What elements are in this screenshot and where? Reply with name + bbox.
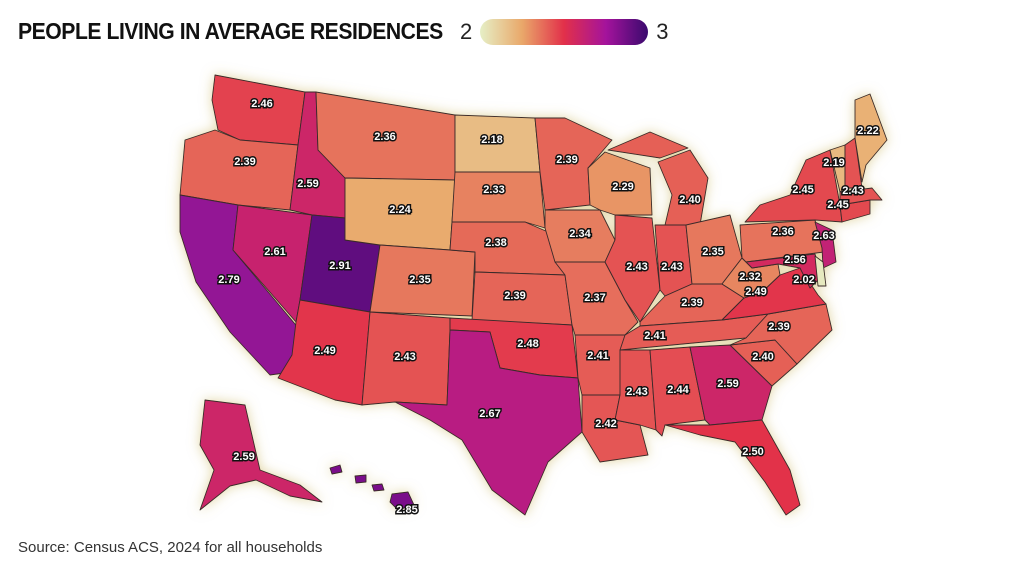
state-hi [329,464,343,475]
state-co [369,244,476,317]
state-value-label-az: 2.49 [314,345,335,357]
state-sd [451,171,546,229]
state-me [854,93,888,183]
state-value-label-ia: 2.34 [569,228,591,240]
state-value-label-ny: 2.45 [792,184,813,196]
state-value-label-al: 2.44 [667,384,689,396]
state-value-label-vt: 2.19 [823,157,844,169]
state-ma [839,187,883,206]
state-value-label-fl: 2.50 [742,446,763,458]
legend-gradient-bar [480,19,649,45]
state-value-label-ks: 2.39 [504,290,525,302]
state-value-label-de: 2.02 [793,274,814,286]
color-legend: 2 3 [460,19,669,45]
state-value-label-id: 2.59 [297,178,318,190]
state-value-label-mt: 2.36 [374,131,395,143]
state-tx [394,329,583,516]
state-value-label-nm: 2.43 [394,351,415,363]
state-mi [657,149,709,226]
state-value-label-oh: 2.35 [702,246,723,258]
state-value-label-hi: 2.85 [396,504,417,516]
state-value-label-wi: 2.29 [612,181,633,193]
map-title: PEOPLE LIVING IN AVERAGE RESIDENCES [18,18,443,44]
state-mi [607,131,689,159]
state-value-label-nv: 2.61 [264,246,285,258]
state-value-label-ga: 2.59 [717,378,738,390]
state-pa [739,219,825,263]
state-value-label-md: 2.56 [784,254,805,266]
state-value-label-ky: 2.39 [681,297,702,309]
state-value-label-ak: 2.59 [233,451,254,463]
state-value-label-ms: 2.43 [626,386,647,398]
state-value-label-mn: 2.39 [556,154,577,166]
state-value-label-ca: 2.79 [218,274,239,286]
state-ak [199,399,323,511]
state-nj [814,221,837,269]
state-value-label-sd: 2.33 [483,184,504,196]
state-ar [574,334,626,396]
state-nh [844,137,863,189]
state-value-label-wv: 2.32 [739,271,760,283]
state-value-label-nd: 2.18 [481,134,502,146]
state-value-label-sc: 2.40 [752,351,773,363]
state-value-label-nc: 2.39 [768,321,789,333]
state-value-label-ar: 2.41 [587,350,608,362]
legend-min-label: 2 [460,19,473,44]
state-value-label-mo: 2.37 [584,292,605,304]
source-note: Source: Census ACS, 2024 for all househo… [18,539,323,556]
state-hi [354,474,367,484]
state-value-label-ct: 2.45 [827,199,848,211]
state-value-label-nj: 2.63 [813,230,834,242]
state-value-label-mi: 2.40 [679,194,700,206]
state-hi [389,491,415,511]
legend-max-label: 3 [656,19,669,44]
state-value-label-ne: 2.38 [485,237,506,249]
state-value-label-ut: 2.91 [329,260,350,272]
state-value-label-va: 2.49 [745,286,766,298]
state-value-label-or: 2.39 [234,156,255,168]
state-value-label-ma: 2.43 [842,185,863,197]
state-value-label-tn: 2.41 [644,330,665,342]
state-value-label-wa: 2.46 [251,98,272,110]
state-il [604,214,661,323]
state-de [814,255,827,287]
state-value-label-la: 2.42 [595,418,616,430]
state-hi [371,483,385,492]
state-value-label-me: 2.22 [857,125,878,137]
state-fl [664,419,801,516]
state-wi [587,151,653,216]
state-value-label-wy: 2.24 [389,204,411,216]
state-value-label-pa: 2.36 [772,226,793,238]
state-value-label-tx: 2.67 [479,408,500,420]
state-value-label-in: 2.43 [661,261,682,273]
state-value-label-co: 2.35 [409,274,430,286]
state-value-label-il: 2.43 [626,261,647,273]
state-value-label-ok: 2.48 [517,338,538,350]
